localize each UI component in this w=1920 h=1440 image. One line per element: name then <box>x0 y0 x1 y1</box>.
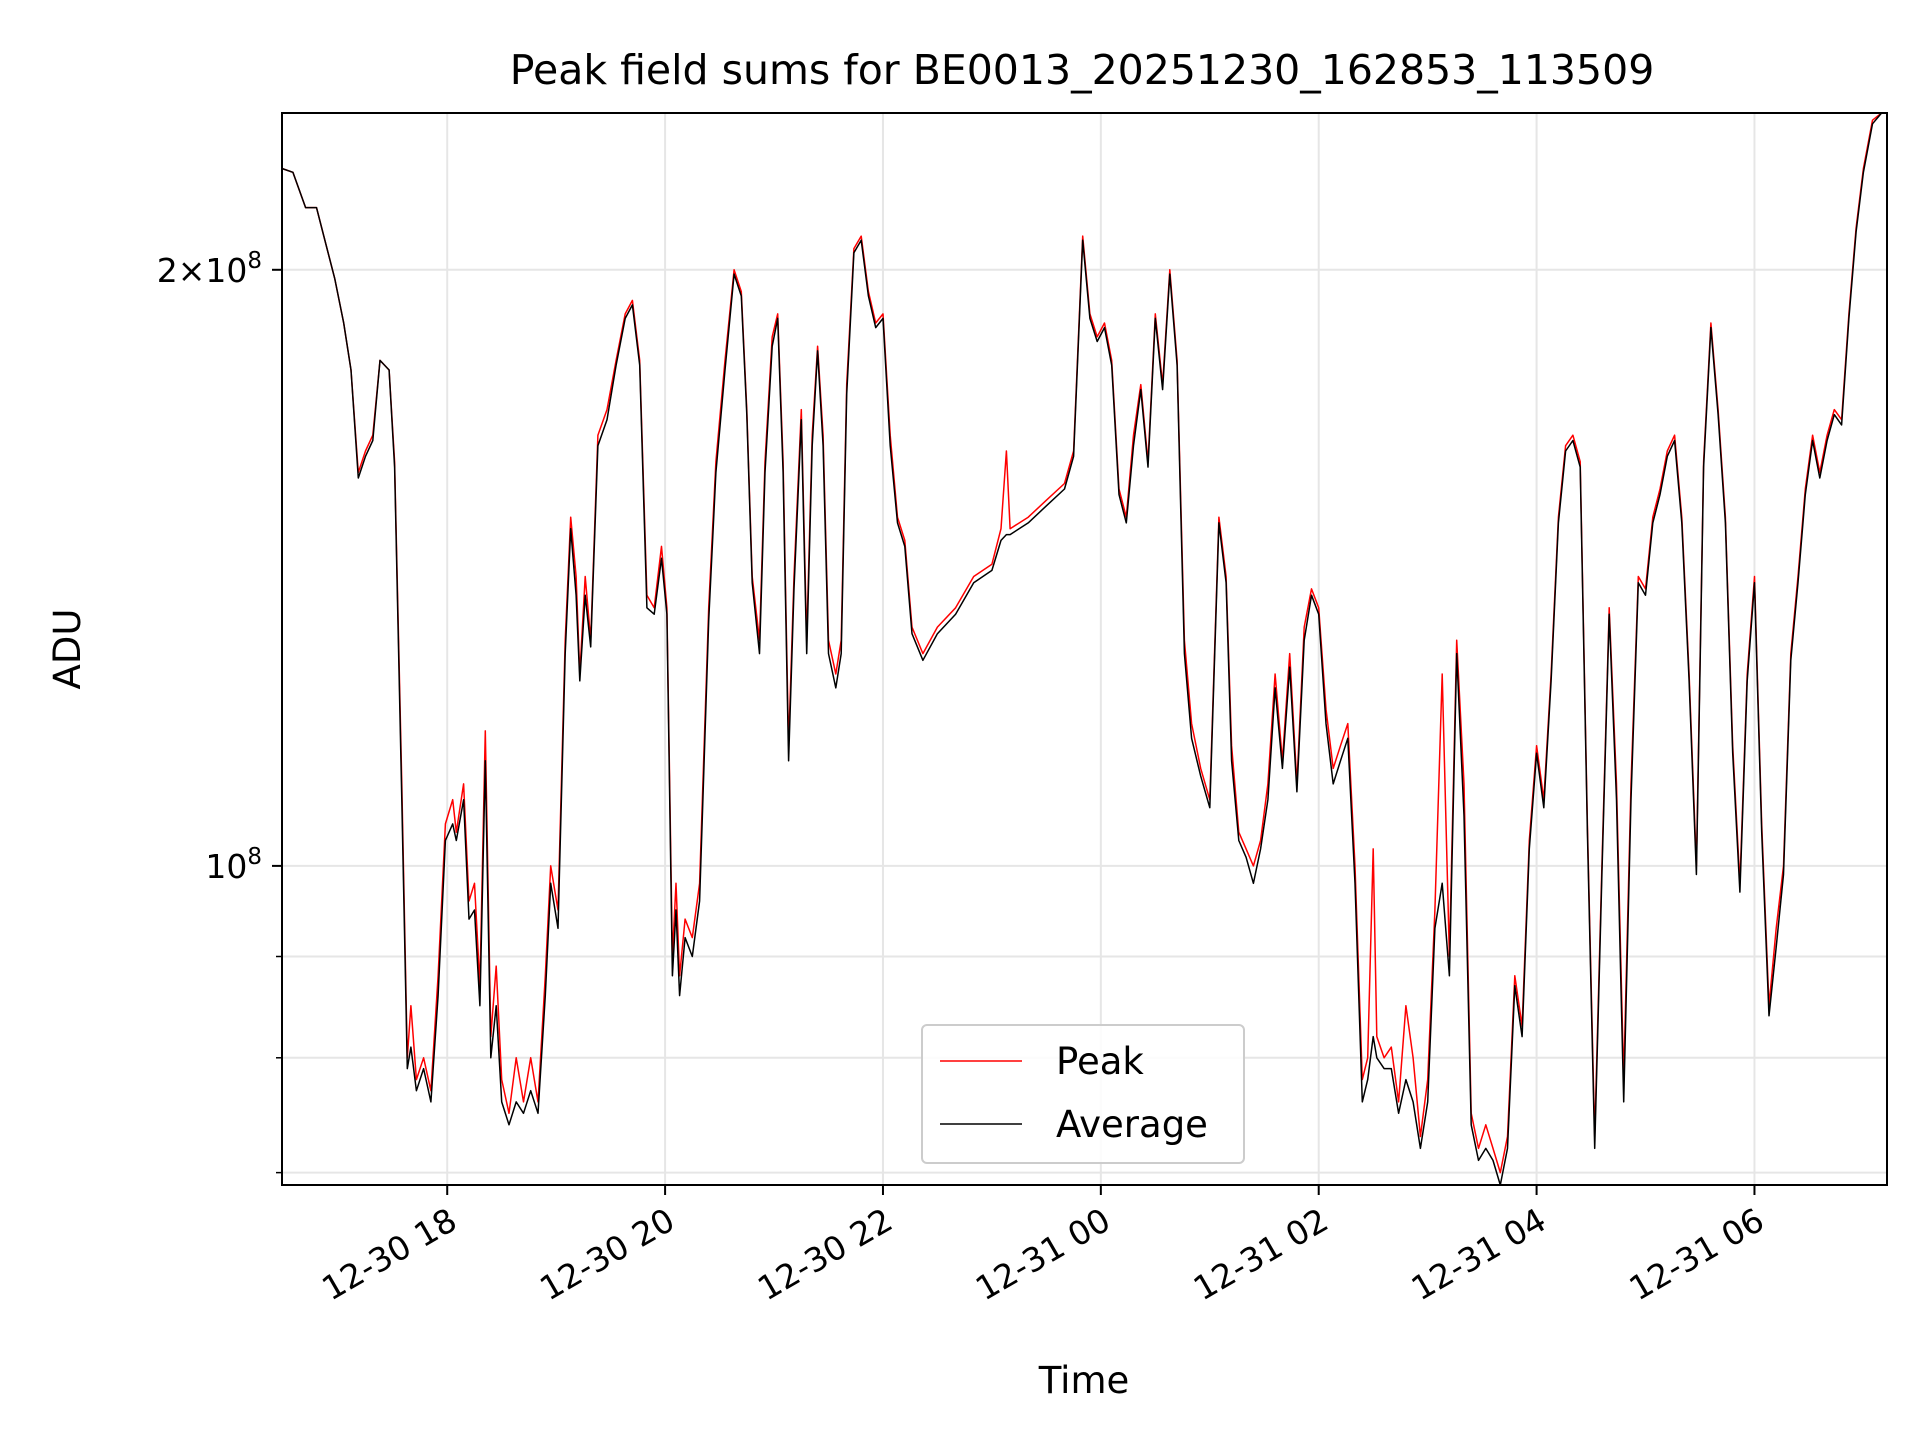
y-axis: 2×108 108 <box>157 248 282 1174</box>
series-lines <box>281 112 1883 1186</box>
chart-title: Peak field sums for BE0013_20251230_1628… <box>510 46 1655 94</box>
x-axis-label: Time <box>1038 1359 1130 1402</box>
legend-box <box>921 1024 1245 1164</box>
legend-average-label: Average <box>1056 1103 1208 1146</box>
legend-peak-label: Peak <box>1056 1040 1144 1083</box>
y-tick-label: 108 <box>205 844 262 886</box>
legend: Peak Average <box>921 1024 1245 1164</box>
y-axis-label: ADU <box>46 609 89 690</box>
plot-background <box>282 113 1887 1185</box>
series-line-average <box>281 112 1883 1186</box>
plot-area <box>281 112 1888 1186</box>
y-tick-label: 2×108 <box>157 248 262 290</box>
plot-frame <box>281 112 1888 1186</box>
